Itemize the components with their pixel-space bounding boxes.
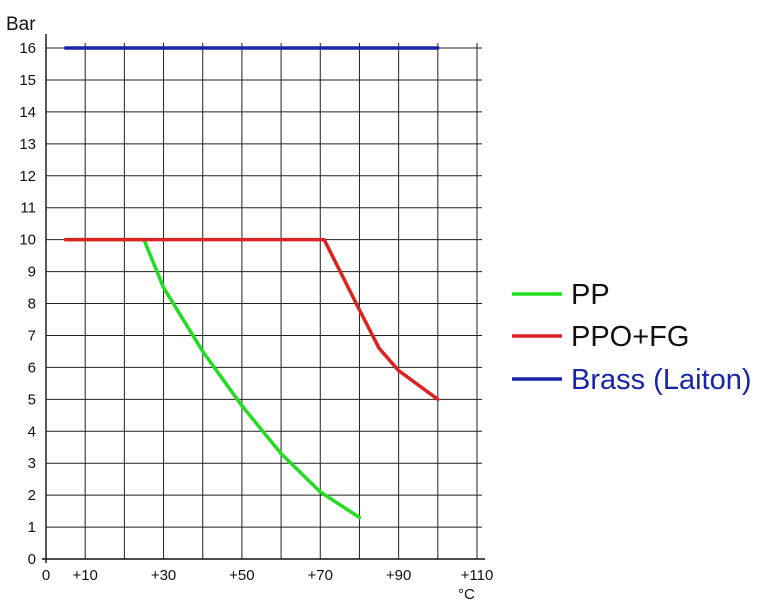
y-tick-label: 7 (28, 327, 36, 344)
y-tick-label: 11 (20, 200, 36, 217)
y-tick-label: 6 (28, 359, 36, 376)
x-tick-label: +90 (386, 567, 411, 584)
x-tick-label: +30 (151, 567, 176, 584)
x-tick-label: 0 (42, 567, 50, 584)
y-tick-label: 15 (19, 72, 36, 89)
y-tick-label: 9 (28, 264, 36, 281)
y-tick-label: 12 (19, 168, 36, 185)
x-tick-label: +110 (461, 567, 494, 584)
y-tick-label: 0 (28, 551, 36, 568)
y-tick-label: 8 (28, 296, 36, 313)
x-tick-label: +10 (72, 567, 97, 584)
y-tick-label: 13 (19, 136, 36, 153)
y-tick-label: 14 (19, 104, 36, 121)
legend-label: PPO+FG (571, 321, 689, 353)
y-tick-label: 2 (28, 487, 36, 504)
legend: PP PPO+FG Brass (Laiton) (512, 279, 752, 396)
y-tick-label: 16 (19, 40, 36, 57)
x-tick-labels: 0 +10 +30 +50 +70 +90 +110 (42, 567, 494, 584)
legend-label: PP (571, 279, 610, 311)
x-tick-label: +50 (229, 567, 254, 584)
grid (46, 43, 482, 559)
y-tick-label: 10 (19, 232, 36, 249)
x-tick-label: +70 (308, 567, 333, 584)
series-line (63, 237, 362, 520)
y-tick-label: 3 (28, 455, 36, 472)
y-tick-label: 5 (28, 391, 36, 408)
axes (42, 34, 485, 563)
series-line (63, 237, 440, 402)
y-tick-label: 1 (28, 519, 36, 536)
x-axis-label: °C (458, 586, 475, 603)
y-tick-label: 4 (28, 423, 36, 440)
y-axis-label: Bar (6, 14, 36, 35)
series-lines (63, 46, 440, 520)
legend-label: Brass (Laiton) (571, 364, 752, 396)
